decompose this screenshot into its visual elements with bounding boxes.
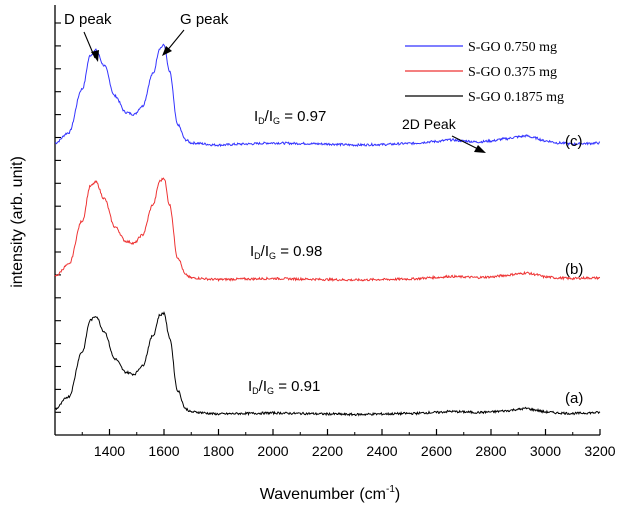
ratio-label-b: ID/IG = 0.98 <box>250 243 322 261</box>
y-ticks <box>55 22 61 413</box>
x-tick-label-2200: 2200 <box>312 443 343 459</box>
peak-2d-arrow <box>451 135 481 151</box>
x-tick-label-3000: 3000 <box>530 443 561 459</box>
series-marker-b: (b) <box>565 261 583 278</box>
ratio-label-c: ID/IG = 0.97 <box>254 108 326 126</box>
series-line-2 <box>54 311 601 417</box>
g-peak-label: G peak <box>180 11 229 28</box>
legend: S-GO 0.750 mg S-GO 0.375 mg S-GO 0.1875 … <box>405 40 564 105</box>
ratio-label-a: ID/IG = 0.91 <box>248 378 320 396</box>
series-group <box>54 43 601 417</box>
x-tick-label-2000: 2000 <box>257 443 288 459</box>
x-tick-label-1400: 1400 <box>94 443 125 459</box>
x-tick-label-1800: 1800 <box>203 443 234 459</box>
x-ticks: 1400 1600 1800 2000 2200 2400 2600 2800 3000 3200 <box>81 429 616 459</box>
x-axis-label: Wavenumber (cm-1) <box>260 484 400 503</box>
legend-label-2: S-GO 0.1875 mg <box>468 90 564 105</box>
peak-2d-label: 2D Peak <box>402 116 457 132</box>
y-axis-label: intensity (arb. unit) <box>9 156 26 288</box>
series-line-1 <box>54 177 601 282</box>
g-peak-arrowhead <box>162 46 172 56</box>
g-peak-arrow <box>165 29 185 53</box>
d-peak-label: D peak <box>64 11 112 28</box>
x-tick-label-2600: 2600 <box>421 443 452 459</box>
series-marker-c: (c) <box>565 133 583 150</box>
d-peak-arrowhead <box>91 50 99 62</box>
x-tick-label-2400: 2400 <box>366 443 397 459</box>
x-tick-label-1600: 1600 <box>148 443 179 459</box>
peak-2d-arrowhead <box>474 145 486 153</box>
legend-label-0: S-GO 0.750 mg <box>468 40 557 55</box>
x-tick-label-2800: 2800 <box>475 443 506 459</box>
x-tick-label-3200: 3200 <box>584 443 615 459</box>
series-line-0 <box>54 43 601 148</box>
series-marker-a: (a) <box>565 390 583 407</box>
legend-label-1: S-GO 0.375 mg <box>468 65 557 80</box>
